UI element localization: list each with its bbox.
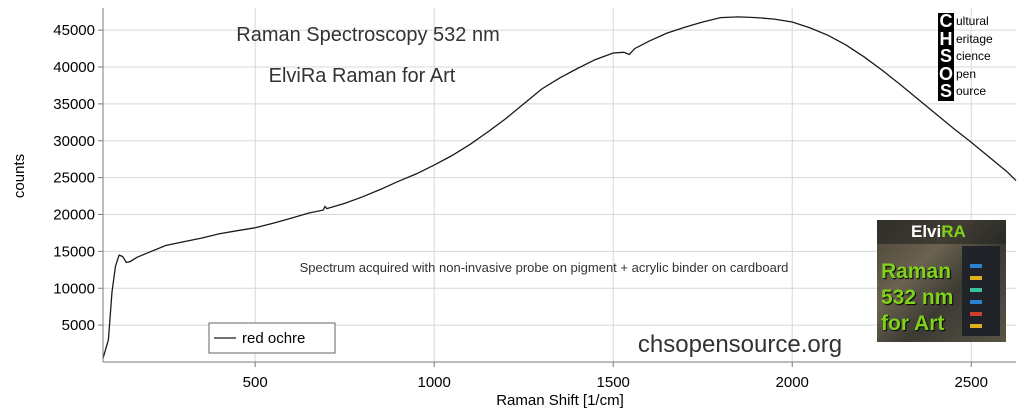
logo-letter: O	[938, 63, 953, 84]
y-tick-label: 25000	[53, 170, 95, 187]
y-axis-label: counts	[11, 154, 28, 198]
logo-letter: H	[939, 28, 953, 49]
logo-word: ultural	[956, 14, 989, 28]
badge-device-screen	[962, 246, 1000, 336]
x-axis-label: Raman Shift [1/cm]	[496, 392, 624, 409]
badge-line2: 532 nm	[881, 286, 954, 309]
axis-ticks: 500 1000 1500 2000 2500 5000 10000 15000 20000 25…	[53, 22, 988, 391]
y-tick-label: 40000	[53, 59, 95, 76]
x-tick-label: 500	[243, 374, 268, 391]
legend-label: red ochre	[242, 330, 305, 347]
chart-title-line1: Raman Spectroscopy 532 nm	[236, 24, 499, 46]
legend: red ochre	[208, 322, 336, 354]
y-tick-label: 45000	[53, 22, 95, 39]
y-tick-label: 30000	[53, 133, 95, 150]
series-line-red-ochre	[102, 16, 1017, 359]
y-tick-label: 5000	[62, 317, 95, 334]
x-tick-label: 2000	[776, 374, 809, 391]
logo-words: ultural eritage cience pen ource	[956, 13, 993, 101]
y-tick-label: 15000	[53, 243, 95, 260]
y-tick-label: 20000	[53, 207, 95, 224]
logo-word: cience	[956, 49, 991, 64]
chart-note: Spectrum acquired with non-invasive prob…	[300, 260, 789, 275]
chsos-logo: C H S O S ultural eritage cience pen our…	[938, 11, 993, 102]
y-tick-label: 10000	[53, 280, 95, 297]
x-tick-label: 1000	[417, 374, 450, 391]
logo-letter: C	[939, 11, 953, 31]
elvira-badge: ElviRA Raman 532 nm for Art	[877, 220, 1006, 342]
x-tick-label: 1500	[597, 374, 630, 391]
chart-title-line2: ElviRa Raman for Art	[269, 65, 456, 87]
badge-header: ElviRA	[877, 220, 1006, 244]
y-tick-label: 35000	[53, 96, 95, 113]
badge-brand: ElviRA	[911, 222, 966, 242]
logo-word: ource	[956, 84, 987, 99]
badge-line1: Raman	[881, 260, 952, 283]
logo-letter: S	[939, 46, 952, 67]
logo-word: pen	[956, 66, 977, 81]
badge-brand-suffix: RA	[941, 222, 966, 241]
logo-letters: C H S O S	[938, 11, 954, 102]
website-url: chsopensource.org	[638, 331, 842, 358]
badge-line3: for Art	[881, 312, 945, 335]
logo-word: eritage	[956, 31, 993, 46]
logo-letter: S	[939, 81, 952, 102]
x-tick-label: 2500	[955, 374, 988, 391]
badge-brand-prefix: Elvi	[911, 222, 942, 241]
